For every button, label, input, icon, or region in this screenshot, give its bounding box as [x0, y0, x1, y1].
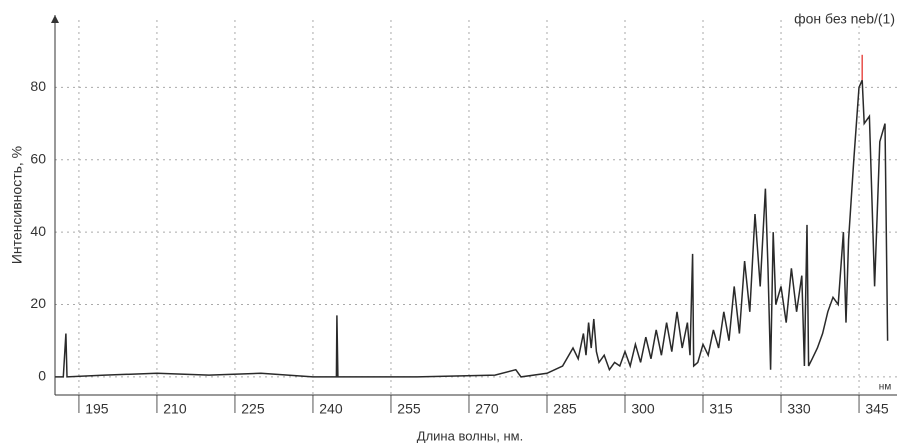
x-tick-label: 270 — [475, 401, 499, 417]
y-tick-label: 20 — [30, 295, 46, 311]
y-axis-arrow — [51, 15, 59, 23]
x-tick-label: 315 — [709, 401, 733, 417]
x-axis-label: Длина волны, нм. — [417, 428, 523, 443]
x-tick-label: 210 — [163, 401, 187, 417]
y-tick-label: 0 — [38, 368, 46, 384]
x-tick-label: 300 — [631, 401, 655, 417]
spectrum-line — [55, 79, 889, 378]
y-axis-label: Интенсивность, % — [9, 146, 25, 264]
y-tick-label: 40 — [30, 223, 46, 239]
x-tick-label: 240 — [319, 401, 343, 417]
y-tick-label: 60 — [30, 150, 46, 166]
x-tick-label: 225 — [241, 401, 265, 417]
x-tick-label: 255 — [397, 401, 421, 417]
x-unit: нм — [879, 382, 892, 393]
legend-entry: фон без neb/(1) — [794, 11, 895, 27]
x-tick-label: 285 — [553, 401, 577, 417]
x-tick-label: 345 — [865, 401, 889, 417]
x-tick-label: 195 — [85, 401, 109, 417]
y-tick-label: 80 — [30, 78, 46, 94]
x-tick-label: 330 — [787, 401, 811, 417]
